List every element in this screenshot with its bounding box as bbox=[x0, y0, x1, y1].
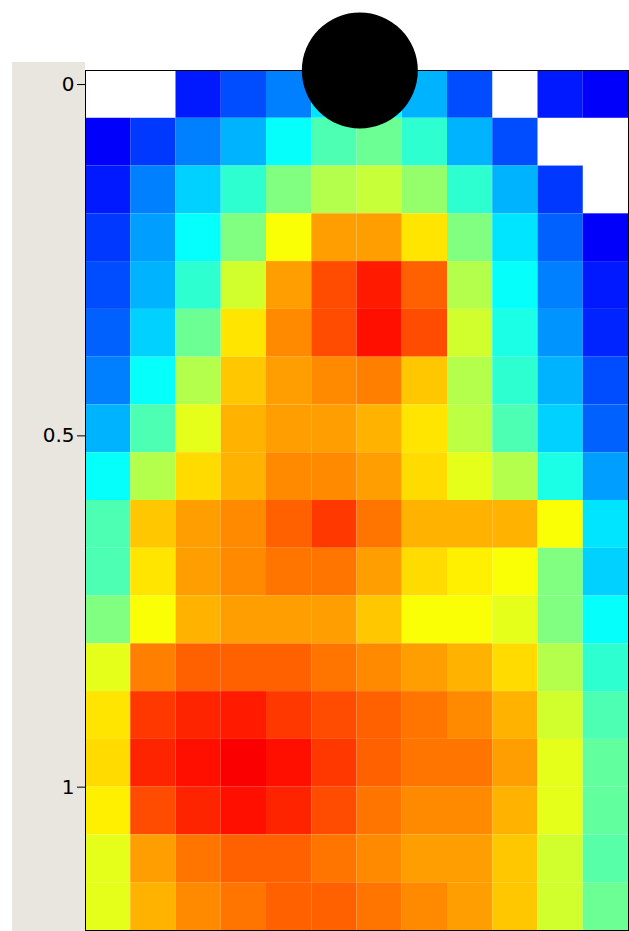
svg-text:1: 1 bbox=[62, 775, 75, 799]
svg-text:0.5: 0.5 bbox=[43, 423, 75, 447]
svg-text:0: 0 bbox=[62, 72, 75, 96]
